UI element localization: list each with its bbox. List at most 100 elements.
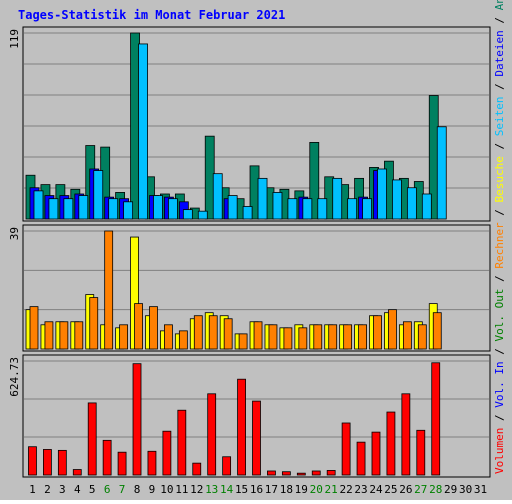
x-tick-label: 3 xyxy=(59,483,66,496)
bar-rechner-day-26 xyxy=(402,321,412,350)
x-tick-label: 19 xyxy=(295,483,308,496)
bar-seiten-day-21 xyxy=(332,177,343,220)
x-tick-label: 4 xyxy=(74,483,81,496)
bar-rechner-day-14 xyxy=(223,318,233,350)
bar-rechner-day-3 xyxy=(59,321,69,350)
bar-rechner-day-8 xyxy=(134,303,143,350)
legend-part: / xyxy=(493,17,506,30)
legend-part: / xyxy=(493,143,506,156)
bar-seiten-day-16 xyxy=(257,177,268,220)
x-tick-label: 14 xyxy=(220,483,234,496)
right-legend: Volumen / Vol. In / Vol. Out / Rechner /… xyxy=(493,0,506,474)
legend-part: Besuche xyxy=(493,156,506,209)
legend-part: Dateien xyxy=(493,30,506,83)
x-tick-label: 7 xyxy=(119,483,126,496)
bar-volumen-day-19 xyxy=(296,472,306,476)
legend-part: Rechner xyxy=(493,222,506,275)
bar-volumen-day-21 xyxy=(326,470,336,476)
bar-seiten-day-1 xyxy=(33,190,44,220)
x-tick-label: 20 xyxy=(310,483,323,496)
bar-seiten-day-8 xyxy=(138,43,148,220)
bar-volumen-day-24 xyxy=(371,431,381,476)
bar-seiten-day-25 xyxy=(392,179,402,220)
legend-part: Vol. In xyxy=(493,361,506,414)
bar-rechner-day-19 xyxy=(298,327,308,350)
bar-seiten-day-22 xyxy=(347,198,358,220)
x-tick-label: 23 xyxy=(354,483,367,496)
bar-seiten-day-17 xyxy=(272,192,283,220)
x-tick-label: 2 xyxy=(44,483,51,496)
bar-seiten-day-20 xyxy=(317,198,328,220)
bar-volumen-day-2 xyxy=(43,449,52,476)
legend-part: / xyxy=(493,209,506,222)
bar-rechner-day-28 xyxy=(432,312,442,350)
legend-part: Volumen xyxy=(493,428,506,474)
x-tick-label: 25 xyxy=(384,483,397,496)
bar-seiten-day-7 xyxy=(123,201,134,220)
bar-rechner-day-13 xyxy=(208,315,218,350)
x-tick-label: 15 xyxy=(235,483,248,496)
legend-part: Anfragen xyxy=(493,0,506,17)
bar-volumen-day-1 xyxy=(28,446,37,476)
bar-volumen-day-22 xyxy=(341,422,351,476)
bar-rechner-day-10 xyxy=(164,324,173,350)
x-tick-label: 24 xyxy=(369,483,383,496)
bar-seiten-day-4 xyxy=(78,195,89,220)
bar-rechner-day-23 xyxy=(358,324,367,350)
bar-seiten-day-13 xyxy=(212,173,223,220)
x-tick-label: 5 xyxy=(89,483,96,496)
bar-rechner-day-9 xyxy=(149,306,158,350)
bar-seiten-day-5 xyxy=(93,170,104,220)
bar-seiten-day-10 xyxy=(168,198,178,220)
bar-seiten-day-11 xyxy=(182,209,193,220)
bar-volumen-day-18 xyxy=(281,471,291,476)
bar-volumen-day-26 xyxy=(401,393,411,476)
bar-volumen-day-17 xyxy=(267,470,276,476)
bar-rechner-day-7 xyxy=(119,324,129,350)
bar-rechner-day-2 xyxy=(44,321,54,350)
x-tick-label: 26 xyxy=(399,483,412,496)
bar-rechner-day-12 xyxy=(193,315,203,350)
chart-panels: 119 39 624.73 xyxy=(8,26,491,478)
bar-rechner-day-22 xyxy=(343,324,353,350)
x-tick-label: 21 xyxy=(325,483,338,496)
series-seiten xyxy=(33,43,447,220)
legend-part: / xyxy=(493,414,506,427)
panel-ymax-label: 119 xyxy=(8,29,21,49)
legend-part: Vol. Out xyxy=(493,289,506,349)
x-tick-label: 31 xyxy=(474,483,487,496)
bar-rechner-day-27 xyxy=(417,324,427,350)
x-axis-tick-labels: 1 2 3 4 5 6 7 8 9 10 11 12 13 14 15 16 17 18 19 20 21 22 23 24 2… xyxy=(29,483,487,496)
bar-rechner-day-6 xyxy=(104,230,114,350)
panel-visits: 39 xyxy=(8,224,491,352)
bar-seiten-day-14 xyxy=(227,195,238,220)
x-tick-label: 30 xyxy=(459,483,472,496)
bar-rechner-day-25 xyxy=(388,309,397,350)
bar-volumen-day-28 xyxy=(431,362,441,476)
bar-seiten-day-24 xyxy=(377,168,387,220)
bar-seiten-day-15 xyxy=(242,206,253,220)
bar-volumen-day-11 xyxy=(177,409,187,476)
series-rechner xyxy=(29,230,442,350)
bar-rechner-day-1 xyxy=(29,306,39,350)
x-tick-label: 27 xyxy=(414,483,427,496)
x-tick-label: 11 xyxy=(175,483,188,496)
series-volumen xyxy=(28,362,441,476)
bar-seiten-day-3 xyxy=(63,198,74,220)
x-tick-label: 29 xyxy=(444,483,457,496)
bar-volumen-day-3 xyxy=(57,449,67,476)
bar-rechner-day-16 xyxy=(253,321,263,350)
bar-volumen-day-5 xyxy=(87,402,97,476)
bar-rechner-day-4 xyxy=(74,321,84,350)
bar-seiten-day-26 xyxy=(406,187,417,220)
bar-volumen-day-20 xyxy=(311,470,321,476)
bar-rechner-day-11 xyxy=(178,330,188,350)
bar-volumen-day-27 xyxy=(416,429,426,476)
bar-volumen-day-6 xyxy=(102,439,112,476)
bar-seiten-day-23 xyxy=(362,198,372,220)
x-tick-label: 22 xyxy=(339,483,352,496)
bar-volumen-day-9 xyxy=(147,450,157,476)
bar-volumen-day-7 xyxy=(117,451,127,476)
